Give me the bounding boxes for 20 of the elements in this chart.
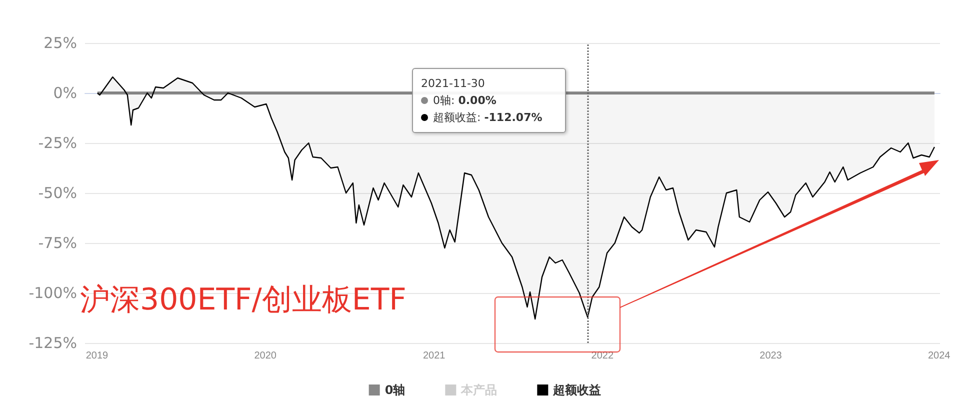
y-tick-label: -100%	[28, 284, 77, 302]
x-tick-label: 2019	[86, 350, 109, 362]
x-tick-label: 2021	[422, 350, 446, 362]
annotation: 0轴: 0.00%	[433, 94, 496, 107]
annotation: 超额收益: -112.07%	[433, 111, 542, 124]
legend-label: 超额收益	[552, 383, 602, 397]
x-tick-label: 2023	[760, 350, 782, 362]
y-tick-label: -25%	[38, 134, 77, 152]
annotation: 2021-11-30	[421, 76, 486, 92]
x-tick-label: 2024	[928, 350, 951, 362]
text: 沪深300ETF/创业板ETF	[80, 282, 406, 318]
x-tick-label: 2022	[591, 350, 614, 362]
y-tick-label: 25%	[44, 34, 77, 52]
legend-label: 0轴	[384, 383, 406, 397]
y-tick-label: -50%	[38, 184, 77, 202]
y-tick-label: -125%	[28, 334, 77, 352]
tooltip-box: 2021-11-30 0轴: 0.00% 超额收益: -112.07%	[412, 68, 566, 133]
x-tick-label: 2020	[254, 350, 277, 362]
y-tick-label: 0%	[53, 84, 77, 102]
y-tick-label: -75%	[38, 234, 77, 252]
